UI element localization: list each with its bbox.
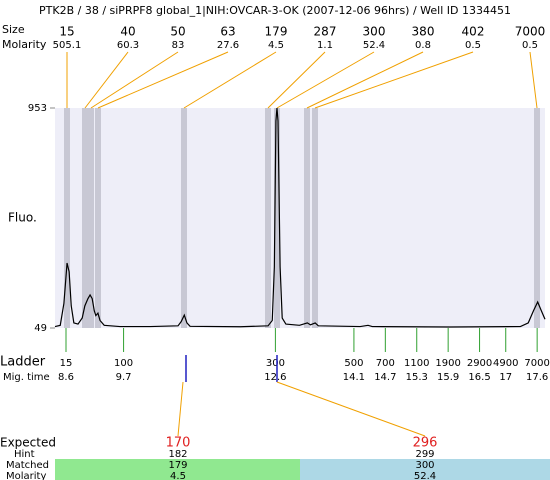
peak-molarity: 4.5 xyxy=(268,40,284,51)
peak-connector xyxy=(183,51,277,109)
y-label: Fluo. xyxy=(8,211,37,225)
molarity-label-2: Molarity xyxy=(6,471,46,480)
expected-connector xyxy=(177,381,184,437)
expected-connector xyxy=(276,381,426,437)
matched-bg-1 xyxy=(55,459,300,480)
ladder-time: 14.7 xyxy=(374,372,396,383)
matched-value: 179 xyxy=(168,460,187,471)
ladder-time: 8.6 xyxy=(58,372,74,383)
peak-band xyxy=(95,108,101,328)
ladder-size: 100 xyxy=(114,358,133,369)
ladder-size: 1900 xyxy=(435,358,460,369)
mig-time-label: Mig. time xyxy=(3,372,50,383)
peak-band xyxy=(88,108,94,328)
peak-size: 40 xyxy=(120,25,135,39)
ladder-label: Ladder xyxy=(0,355,46,370)
peak-size: 300 xyxy=(363,25,386,39)
peak-size: 402 xyxy=(462,25,485,39)
peak-connector xyxy=(529,51,538,109)
chart-title: PTK2B / 38 / siPRPF8 global_1|NIH:OVCAR-… xyxy=(39,4,511,17)
peak-band xyxy=(181,108,187,328)
hint-value: 182 xyxy=(168,449,187,460)
expected-value: 296 xyxy=(413,436,438,451)
peak-size: 50 xyxy=(170,25,185,39)
ladder-time: 17.6 xyxy=(526,372,548,383)
peak-molarity: 0.5 xyxy=(465,40,481,51)
ladder-time: 9.7 xyxy=(116,372,132,383)
peak-molarity: 505.1 xyxy=(53,40,82,51)
peak-band xyxy=(274,108,280,328)
matched-bg-2 xyxy=(300,459,550,480)
ladder-time: 14.1 xyxy=(343,372,365,383)
molarity-label: Molarity xyxy=(2,38,47,51)
peak-connector xyxy=(90,51,179,109)
peak-molarity: 60.3 xyxy=(117,40,139,51)
matched-value: 300 xyxy=(415,460,434,471)
molarity-value: 52.4 xyxy=(414,471,436,480)
peak-band xyxy=(534,108,540,328)
ladder-time: 15.9 xyxy=(437,372,459,383)
molarity-value: 4.5 xyxy=(170,471,186,480)
peak-connector xyxy=(314,51,474,109)
peak-size: 179 xyxy=(265,25,288,39)
ladder-size: 1100 xyxy=(404,358,429,369)
plot-area xyxy=(55,108,545,328)
expected-value: 170 xyxy=(166,436,191,451)
peak-band xyxy=(64,108,70,328)
ladder-size: 500 xyxy=(344,358,363,369)
peak-molarity: 52.4 xyxy=(363,40,385,51)
ladder-time: 12.6 xyxy=(264,372,286,383)
hint-value: 299 xyxy=(415,449,434,460)
peak-molarity: 83 xyxy=(172,40,185,51)
ladder-size: 15 xyxy=(60,358,73,369)
ladder-time: 17 xyxy=(499,372,512,383)
size-label: Size xyxy=(2,23,25,36)
peak-size: 15 xyxy=(59,25,74,39)
peak-connector xyxy=(306,51,424,109)
y-tick-label: 49 xyxy=(34,323,47,334)
expected-label: Expected xyxy=(0,436,56,450)
hint-label: Hint xyxy=(14,449,35,460)
peak-connector xyxy=(267,51,326,109)
peak-connector xyxy=(276,51,375,109)
ladder-size: 2900 xyxy=(467,358,492,369)
peak-band xyxy=(82,108,88,328)
ladder-size: 700 xyxy=(376,358,395,369)
ladder-size: 7000 xyxy=(524,358,549,369)
peak-size: 287 xyxy=(314,25,337,39)
peak-connector xyxy=(84,51,129,109)
peak-band xyxy=(312,108,318,328)
y-tick-label: 953 xyxy=(28,103,47,114)
ladder-size: 300 xyxy=(266,358,285,369)
peak-molarity: 27.6 xyxy=(217,40,239,51)
peak-molarity: 0.8 xyxy=(415,40,431,51)
trace xyxy=(54,107,546,328)
peak-size: 63 xyxy=(220,25,235,39)
matched-label: Matched xyxy=(6,460,49,471)
peak-band xyxy=(304,108,310,328)
peak-band xyxy=(265,108,271,328)
ladder-time: 16.5 xyxy=(468,372,490,383)
peak-molarity: 1.1 xyxy=(317,40,333,51)
peak-connector xyxy=(97,51,229,109)
ladder-time: 15.3 xyxy=(406,372,428,383)
peak-size: 380 xyxy=(412,25,435,39)
peak-size: 7000 xyxy=(515,25,546,39)
ladder-size: 4900 xyxy=(493,358,518,369)
peak-molarity: 0.5 xyxy=(522,40,538,51)
